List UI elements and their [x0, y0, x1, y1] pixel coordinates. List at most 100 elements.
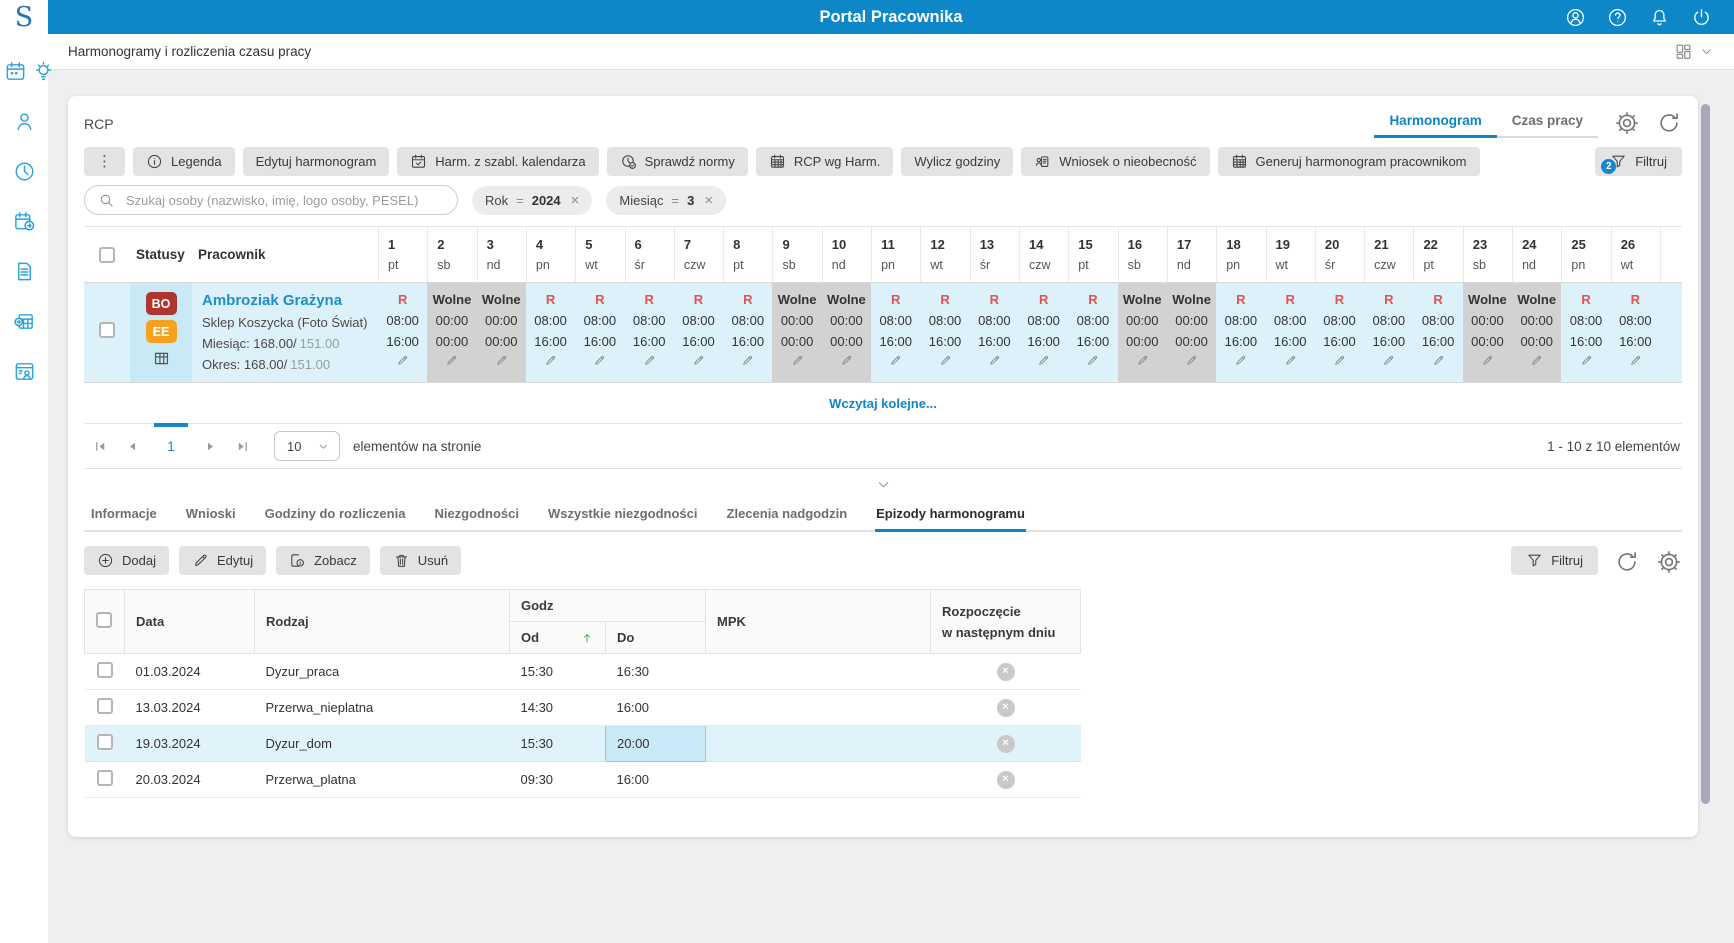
day-header-8[interactable]: 8 pt	[723, 227, 773, 283]
day-header-19[interactable]: 19 wt	[1265, 227, 1315, 283]
edit-day-icon[interactable]	[692, 354, 705, 367]
col-rodzaj[interactable]: Rodzaj	[254, 589, 510, 654]
detail-tab-informacje[interactable]: Informacje	[91, 506, 157, 521]
day-header-15[interactable]: 15 pt	[1068, 227, 1118, 283]
day-cell-8[interactable]: R 08:00 16:00	[723, 283, 773, 383]
day-header-21[interactable]: 21 czw	[1364, 227, 1414, 283]
day-cell-20[interactable]: R 08:00 16:00	[1314, 283, 1365, 383]
next-page-button[interactable]	[194, 430, 226, 462]
filter-chip-rok[interactable]: Rok = 2024 ×	[472, 185, 593, 215]
day-cell-10[interactable]: Wolne 00:00 00:00	[821, 283, 872, 383]
day-header-2[interactable]: 2 sb	[427, 227, 477, 283]
edit-day-icon[interactable]	[988, 354, 1001, 367]
row-checkbox[interactable]	[99, 322, 115, 338]
load-more-link[interactable]: Wczytaj kolejne...	[829, 396, 937, 411]
document-icon[interactable]	[13, 260, 36, 283]
table-export-icon[interactable]	[13, 310, 36, 333]
filter-chip-miesiąc[interactable]: Miesiąc = 3 ×	[606, 185, 727, 215]
refresh-icon[interactable]	[1614, 549, 1640, 575]
day-cell-22[interactable]: R 08:00 16:00	[1413, 283, 1463, 383]
gear-icon[interactable]	[1614, 110, 1640, 136]
day-header-23[interactable]: 23 sb	[1462, 227, 1513, 283]
day-header-20[interactable]: 20 śr	[1314, 227, 1365, 283]
cell-do[interactable]: 20:00	[605, 725, 706, 762]
episode-row[interactable]: 20.03.2024 Przerwa_platna 09:30 16:00 ×	[84, 761, 1081, 798]
day-cell-9[interactable]: Wolne 00:00 00:00	[772, 283, 822, 383]
day-header-26[interactable]: 26 wt	[1610, 227, 1660, 283]
check-norms-button[interactable]: Sprawdź normy	[606, 147, 748, 176]
day-cell-6[interactable]: R 08:00 16:00	[624, 283, 674, 383]
day-cell-11[interactable]: R 08:00 16:00	[871, 283, 921, 383]
edit-day-icon[interactable]	[396, 354, 409, 367]
edit-day-icon[interactable]	[1530, 354, 1543, 367]
page-size-select[interactable]: 10	[274, 431, 340, 461]
select-all-checkbox[interactable]	[96, 612, 112, 628]
edit-day-icon[interactable]	[1382, 354, 1395, 367]
day-cell-4[interactable]: R 08:00 16:00	[525, 283, 576, 383]
day-cell-19[interactable]: R 08:00 16:00	[1265, 283, 1315, 383]
edit-day-icon[interactable]	[1086, 354, 1099, 367]
legend-button[interactable]: Legenda	[133, 147, 235, 176]
detail-tab-wszystkie-niezgodno-ci[interactable]: Wszystkie niezgodności	[547, 506, 698, 521]
edit-schedule-button[interactable]: Edytuj harmonogram	[242, 147, 390, 176]
detail-filter-button[interactable]: Filtruj	[1511, 546, 1598, 575]
help-icon[interactable]	[1607, 7, 1628, 28]
edit-day-icon[interactable]	[791, 354, 804, 367]
day-cell-5[interactable]: R 08:00 16:00	[575, 283, 625, 383]
col-do[interactable]: Do	[605, 621, 706, 654]
rcp-by-schedule-button[interactable]: RCP wg Harm.	[755, 147, 894, 176]
day-header-14[interactable]: 14 czw	[1019, 227, 1069, 283]
day-header-18[interactable]: 18 pn	[1216, 227, 1266, 283]
row-checkbox[interactable]	[96, 770, 113, 786]
day-cell-1[interactable]: R 08:00 16:00	[378, 283, 428, 383]
day-cell-13[interactable]: R 08:00 16:00	[969, 283, 1019, 383]
edit-day-icon[interactable]	[1333, 354, 1346, 367]
edit-day-icon[interactable]	[840, 354, 853, 367]
edit-day-icon[interactable]	[1234, 354, 1247, 367]
day-cell-21[interactable]: R 08:00 16:00	[1364, 283, 1414, 383]
view-tab-czas-pracy[interactable]: Czas pracy	[1496, 108, 1598, 138]
day-cell-25[interactable]: R 08:00 16:00	[1561, 283, 1611, 383]
power-icon[interactable]	[1691, 7, 1712, 28]
day-header-1[interactable]: 1 pt	[378, 227, 428, 283]
day-header-5[interactable]: 5 wt	[575, 227, 625, 283]
edit-day-icon[interactable]	[1580, 354, 1593, 367]
window-user-icon[interactable]	[13, 360, 36, 383]
view-tab-harmonogram[interactable]: Harmonogram	[1374, 108, 1497, 138]
calendar-day-icon[interactable]	[4, 60, 27, 83]
chevron-down-icon[interactable]	[1699, 44, 1714, 59]
col-mpk[interactable]: MPK	[705, 589, 931, 654]
day-cell-7[interactable]: R 08:00 16:00	[673, 283, 724, 383]
day-header-22[interactable]: 22 pt	[1413, 227, 1463, 283]
day-cell-3[interactable]: Wolne 00:00 00:00	[476, 283, 526, 383]
generate-schedule-button[interactable]: Generuj harmonogram pracownikom	[1217, 147, 1480, 176]
remove-chip-icon[interactable]: ×	[570, 191, 580, 209]
day-header-7[interactable]: 7 czw	[673, 227, 724, 283]
col-od[interactable]: Od	[509, 621, 606, 654]
last-page-button[interactable]	[226, 430, 258, 462]
day-header-4[interactable]: 4 pn	[525, 227, 576, 283]
edit-day-icon[interactable]	[1136, 354, 1149, 367]
first-page-button[interactable]	[84, 430, 116, 462]
detail-tab-wnioski[interactable]: Wnioski	[185, 506, 236, 521]
filter-button[interactable]: Filtruj 2	[1595, 147, 1682, 176]
user-icon[interactable]	[1565, 7, 1586, 28]
day-cell-2[interactable]: Wolne 00:00 00:00	[427, 283, 477, 383]
edit-day-icon[interactable]	[1481, 354, 1494, 367]
edit-day-icon[interactable]	[445, 354, 458, 367]
day-header-9[interactable]: 9 sb	[772, 227, 822, 283]
calendar-forward-icon[interactable]	[13, 210, 36, 233]
current-page[interactable]: 1	[148, 423, 194, 468]
row-checkbox[interactable]	[96, 734, 113, 750]
detail-tab-epizody-harmonogramu[interactable]: Epizody harmonogramu	[875, 495, 1026, 532]
search-input[interactable]	[124, 191, 444, 209]
vertical-scrollbar-thumb[interactable]	[1701, 104, 1710, 804]
layout-grid-icon[interactable]	[1674, 42, 1693, 61]
search-box[interactable]	[84, 185, 458, 215]
edit-day-icon[interactable]	[643, 354, 656, 367]
edit-day-icon[interactable]	[1185, 354, 1198, 367]
day-cell-17[interactable]: Wolne 00:00 00:00	[1166, 283, 1217, 383]
episode-row[interactable]: 01.03.2024 Dyzur_praca 15:30 16:30 ×	[84, 653, 1081, 690]
